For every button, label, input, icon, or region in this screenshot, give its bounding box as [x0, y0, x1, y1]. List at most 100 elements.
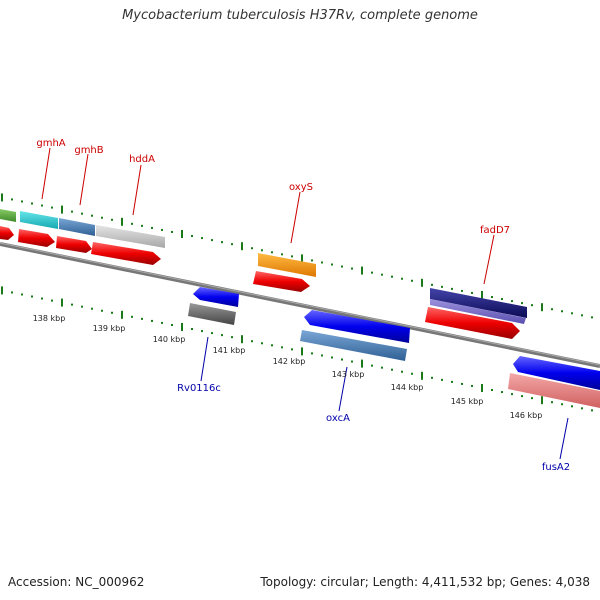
gene-label-oxcA[interactable]: oxcA: [326, 413, 350, 424]
leader-oxyS: [290, 191, 301, 244]
forward-minor-tick: [351, 267, 353, 270]
forward-major-tick: [241, 242, 243, 251]
reverse-minor-tick: [201, 330, 203, 333]
cds-arrow-oxyS[interactable]: [253, 271, 310, 292]
accession-text: Accession: NC_000962: [8, 575, 145, 589]
leader-gmhB: [79, 153, 89, 206]
reverse-major-tick: [181, 323, 183, 332]
forward-minor-tick: [591, 316, 593, 319]
feature-cyan[interactable]: [20, 211, 58, 229]
forward-minor-tick: [581, 314, 583, 317]
reverse-minor-tick: [161, 321, 163, 324]
feature-steel-lower[interactable]: [300, 330, 407, 361]
forward-minor-tick: [11, 198, 13, 201]
feature-steelblue[interactable]: [59, 218, 95, 236]
forward-major-tick: [61, 205, 63, 214]
reverse-minor-tick: [451, 380, 453, 383]
reverse-minor-tick: [111, 311, 113, 314]
label-leaders: [41, 147, 569, 460]
reverse-minor-tick: [331, 356, 333, 359]
gene-label-hddA[interactable]: hddA: [129, 154, 155, 165]
forward-major-tick: [361, 266, 363, 275]
forward-minor-tick: [141, 224, 143, 227]
feature-green[interactable]: [0, 209, 16, 222]
forward-minor-tick: [381, 273, 383, 276]
reverse-minor-tick: [591, 409, 593, 412]
gene-label-gmhB[interactable]: gmhB: [74, 145, 103, 156]
forward-minor-tick: [401, 277, 403, 280]
feature-silver[interactable]: [96, 225, 165, 248]
reverse-minor-tick: [371, 364, 373, 367]
cds-arrow-fusA2[interactable]: [513, 356, 600, 390]
forward-minor-tick: [491, 296, 493, 299]
forward-minor-tick: [41, 204, 43, 207]
forward-minor-tick: [411, 279, 413, 282]
reverse-minor-tick: [321, 354, 323, 357]
feature-orange[interactable]: [258, 253, 316, 277]
forward-minor-tick: [211, 239, 213, 242]
reverse-gene-labels: Rv0116c oxcA fusA2: [177, 383, 570, 473]
forward-minor-tick: [201, 237, 203, 240]
forward-major-tick: [301, 254, 303, 263]
forward-minor-tick: [291, 255, 293, 258]
reverse-minor-tick: [11, 291, 13, 294]
forward-minor-tick: [91, 214, 93, 217]
feature-darkgray[interactable]: [188, 303, 236, 325]
reverse-minor-tick: [141, 317, 143, 320]
reverse-minor-tick: [471, 384, 473, 387]
ruler-label-139: 139 kbp: [93, 324, 126, 333]
feature-lavender[interactable]: [430, 299, 526, 324]
reverse-minor-tick: [271, 344, 273, 347]
gene-label-fadD7[interactable]: fadD7: [480, 225, 510, 236]
cds-arrow-Rv0116c[interactable]: [193, 287, 239, 307]
forward-minor-tick: [251, 247, 253, 250]
cds-arrow-gmhA-left[interactable]: [0, 226, 14, 240]
gene-label-fusA2[interactable]: fusA2: [542, 462, 570, 473]
cds-arrow-gmhB[interactable]: [56, 236, 92, 253]
forward-major-tick: [481, 290, 483, 299]
gene-label-Rv0116c[interactable]: Rv0116c: [177, 383, 221, 394]
reverse-minor-tick: [521, 395, 523, 398]
forward-major-tick: [121, 217, 123, 226]
reverse-minor-tick: [501, 391, 503, 394]
reverse-minor-tick: [351, 360, 353, 363]
reverse-minor-tick: [441, 378, 443, 381]
reverse-minor-tick: [531, 397, 533, 400]
forward-minor-tick: [111, 218, 113, 221]
forward-minor-tick: [161, 228, 163, 231]
reverse-minor-tick: [231, 336, 233, 339]
leader-fusA2: [559, 417, 569, 460]
cds-arrow-gmhA[interactable]: [18, 229, 55, 247]
reverse-minor-tick: [571, 405, 573, 408]
forward-minor-tick: [521, 302, 523, 305]
reverse-major-tick: [481, 383, 483, 392]
genome-stats-text: Topology: circular; Length: 4,411,532 bp…: [260, 575, 590, 589]
forward-minor-tick: [131, 222, 133, 225]
gene-label-oxyS[interactable]: oxyS: [289, 182, 313, 193]
forward-minor-tick: [21, 200, 23, 203]
cds-arrow-oxcA[interactable]: [304, 310, 410, 343]
reverse-major-tick: [61, 298, 63, 307]
gene-label-gmhA[interactable]: gmhA: [36, 138, 65, 149]
reverse-minor-tick: [391, 368, 393, 371]
reverse-minor-tick: [71, 303, 73, 306]
cds-arrow-fadD7[interactable]: [425, 307, 520, 339]
leader-oxcA: [338, 366, 348, 412]
reverse-minor-tick: [311, 352, 313, 355]
reverse-minor-tick: [41, 297, 43, 300]
feature-pink[interactable]: [508, 373, 600, 408]
feature-navy[interactable]: [430, 288, 527, 318]
reverse-minor-tick: [491, 389, 493, 392]
reverse-minor-tick: [281, 346, 283, 349]
forward-minor-tick: [31, 202, 33, 205]
forward-minor-tick: [321, 261, 323, 264]
reverse-minor-tick: [431, 376, 433, 379]
reverse-major-tick: [361, 359, 363, 368]
ruler-label-146: 146 kbp: [510, 411, 543, 420]
forward-minor-tick: [501, 298, 503, 301]
genome-backbone-highlight: [0, 242, 600, 366]
cds-arrow-hddA[interactable]: [91, 242, 161, 265]
reverse-minor-tick: [171, 323, 173, 326]
reverse-minor-tick: [31, 295, 33, 298]
